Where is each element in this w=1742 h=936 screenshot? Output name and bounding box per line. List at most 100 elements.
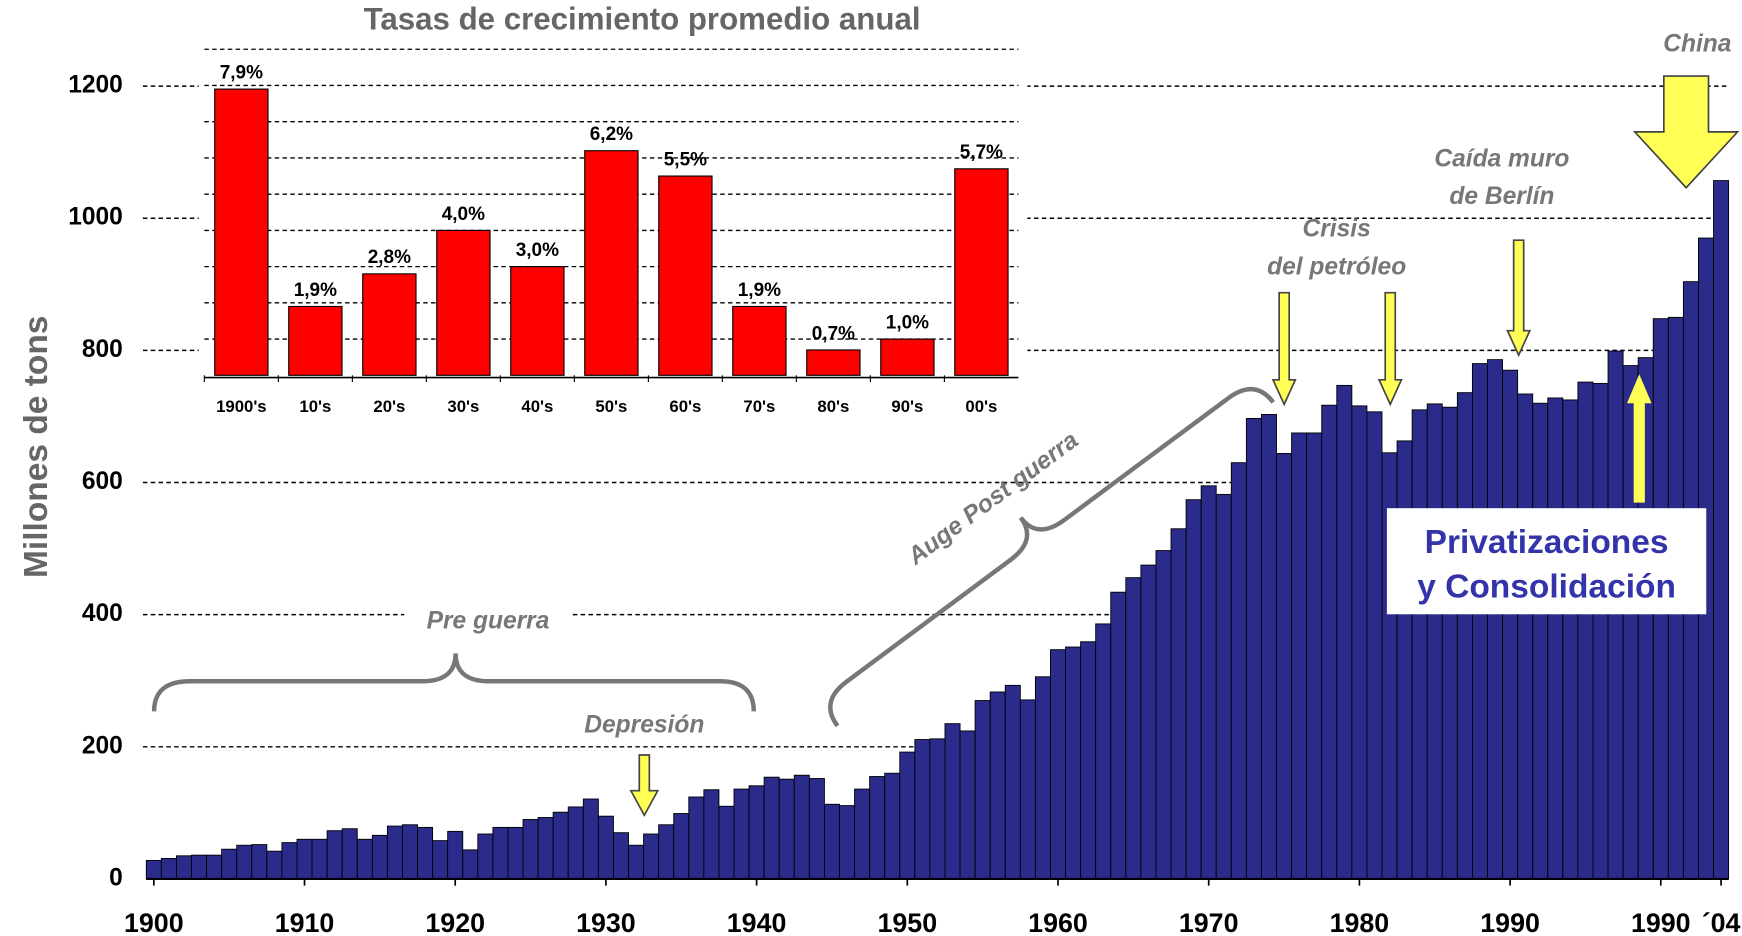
annotation: y Consolidación <box>1417 568 1676 605</box>
bar <box>944 723 961 880</box>
x-tick-label: 1990 <box>1631 908 1691 936</box>
y-tick-label: 800 <box>82 336 123 363</box>
x-tick-label: 1900 <box>124 908 184 936</box>
inset-value-label: 1,9% <box>294 280 337 301</box>
bar <box>974 700 991 880</box>
bar <box>628 844 645 880</box>
bar <box>914 739 931 880</box>
bar <box>1019 699 1036 880</box>
inset-category-label: 40's <box>521 397 553 416</box>
x-tick-label: 1970 <box>1179 908 1239 936</box>
bar <box>567 806 584 880</box>
bar <box>1471 363 1488 880</box>
inset-bar <box>954 168 1009 376</box>
inset-value-label: 5,5% <box>664 149 707 170</box>
bar <box>808 778 825 880</box>
inset-bar <box>806 349 861 376</box>
y-tick-label: 0 <box>109 864 123 891</box>
bar <box>1336 384 1353 880</box>
annotation: del petróleo <box>1267 254 1406 281</box>
bar <box>884 772 901 880</box>
berlin-arrow <box>1506 239 1532 358</box>
bar <box>929 738 946 880</box>
bar <box>251 844 268 880</box>
bar <box>1230 462 1247 880</box>
inset-category-label: 60's <box>669 397 701 416</box>
inset-category-label: 80's <box>817 397 849 416</box>
bar <box>1502 369 1519 880</box>
y-tick-label: 1000 <box>68 204 123 231</box>
inset-category-label: 90's <box>891 397 923 416</box>
annotation-box <box>1386 508 1707 615</box>
bar <box>221 848 238 880</box>
bar <box>1532 402 1549 880</box>
bar <box>1351 405 1368 880</box>
bar <box>1517 393 1534 880</box>
bar <box>688 796 705 880</box>
bar <box>1426 403 1443 880</box>
bar <box>537 817 554 880</box>
inset-bar <box>436 229 491 376</box>
bar <box>507 826 524 880</box>
bar <box>1291 432 1308 880</box>
bar <box>1140 564 1157 880</box>
bar <box>191 854 208 880</box>
bar <box>236 844 253 880</box>
inset-value-label: 1,0% <box>886 312 929 333</box>
label-background <box>404 603 572 642</box>
x-tick-label: 1950 <box>877 908 937 936</box>
bar <box>281 842 298 880</box>
bar <box>959 730 976 880</box>
bar <box>823 803 840 880</box>
bar <box>718 805 735 880</box>
annotation: Depresión <box>584 711 704 738</box>
inset-bar <box>584 150 639 376</box>
bar <box>1411 409 1428 880</box>
inset-value-label: 7,9% <box>220 62 263 83</box>
bar <box>1050 649 1066 880</box>
bar <box>1215 493 1232 880</box>
bar <box>643 833 660 880</box>
bar <box>899 751 916 880</box>
bar <box>296 838 313 880</box>
bar <box>673 813 690 880</box>
inset-value-label: 3,0% <box>516 240 559 261</box>
inset-title: Tasas de crecimiento promedio anual <box>364 2 921 37</box>
bar <box>371 834 388 880</box>
bar <box>522 819 539 880</box>
annotation: China <box>1663 30 1731 57</box>
y-axis-label: Millones de tons <box>18 316 55 578</box>
inset-value-label: 5,7% <box>960 142 1003 163</box>
bar <box>1396 440 1413 880</box>
bar <box>1441 406 1458 880</box>
bar <box>793 774 810 880</box>
x-tick-label: 1930 <box>576 908 636 936</box>
inset-bar <box>288 305 343 376</box>
x-tick-label: 1920 <box>425 908 485 936</box>
bar <box>582 798 599 880</box>
annotation: de Berlín <box>1449 183 1554 210</box>
inset-category-label: 70's <box>743 397 775 416</box>
y-tick-label: 600 <box>82 468 123 495</box>
inset-category-label: 1900's <box>216 397 267 416</box>
y-tick-label: 400 <box>82 600 123 627</box>
bar <box>145 859 162 880</box>
bar <box>1004 684 1021 880</box>
depression-arrow <box>629 754 660 818</box>
inset-category-label: 30's <box>447 397 479 416</box>
bar <box>432 840 449 880</box>
bar <box>1034 676 1051 880</box>
bar <box>311 838 328 880</box>
brace <box>151 653 756 712</box>
label-background <box>563 706 721 745</box>
bar <box>447 830 464 880</box>
bar <box>778 778 795 880</box>
inset-bar <box>510 266 565 376</box>
bar <box>477 833 494 880</box>
inset-bar <box>658 175 713 376</box>
bar <box>552 811 569 880</box>
bar <box>402 824 418 880</box>
x-tick-label: 1940 <box>727 908 787 936</box>
x-tick-label: ´04 <box>1702 908 1741 936</box>
